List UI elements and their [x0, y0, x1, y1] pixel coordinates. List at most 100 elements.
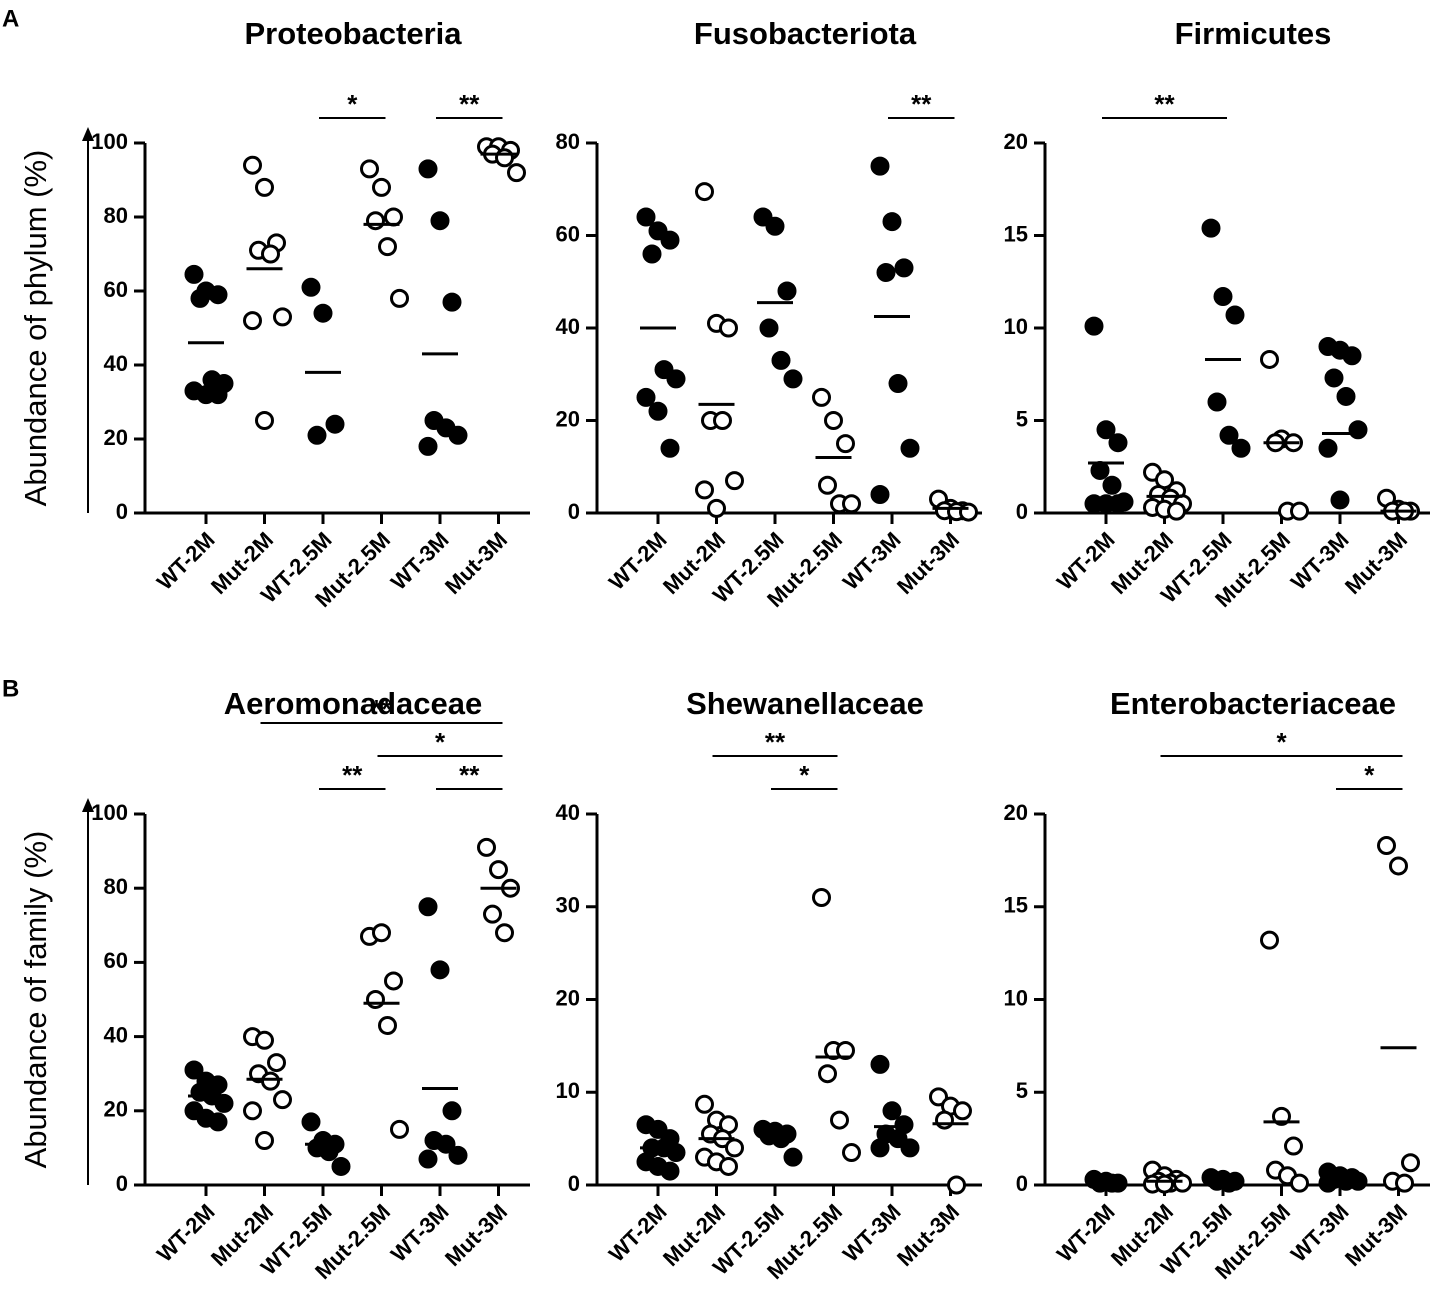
data-point: [1336, 386, 1356, 406]
significance-label: *: [1276, 727, 1287, 757]
data-point: [636, 387, 656, 407]
data-point: [713, 411, 732, 430]
data-point: [384, 207, 403, 227]
chart-title: Firmicutes: [1175, 16, 1332, 51]
significance-label: **: [911, 89, 932, 119]
data-point: [654, 360, 674, 380]
data-point: [325, 414, 345, 434]
data-point: [660, 230, 680, 250]
chart-title: Enterobacteriaceae: [1110, 686, 1396, 721]
data-point: [648, 221, 668, 241]
data-point: [243, 1101, 262, 1121]
data-point: [842, 494, 861, 514]
data-point: [882, 1101, 902, 1121]
data-point: [1318, 1173, 1338, 1193]
data-point: [707, 498, 726, 518]
data-point: [430, 211, 450, 231]
y-tick-label: 0: [568, 499, 580, 524]
y-tick-label: 60: [104, 948, 128, 973]
y-tick-label: 20: [104, 1097, 128, 1122]
data-point: [261, 244, 280, 264]
y-tick-label: 15: [1004, 221, 1028, 246]
data-point: [783, 369, 803, 389]
data-point: [648, 1119, 668, 1139]
x-tick-label: Mut-3M: [892, 1199, 964, 1271]
y-tick-label: 5: [1016, 1078, 1028, 1103]
data-point: [378, 237, 397, 257]
data-point: [666, 369, 686, 389]
significance-label: **: [371, 694, 392, 724]
data-point: [830, 1110, 849, 1130]
data-point: [695, 480, 714, 500]
data-point: [442, 292, 462, 312]
y-arrow-head: [82, 127, 94, 141]
y-tick-label: 20: [556, 406, 580, 431]
data-point: [953, 1101, 972, 1121]
data-point: [959, 502, 978, 522]
y-tick-label: 40: [104, 1022, 128, 1047]
data-point: [777, 281, 797, 301]
y-tick-label: 0: [116, 1171, 128, 1196]
data-point: [812, 887, 831, 907]
data-point: [660, 1161, 680, 1181]
data-point: [1290, 501, 1309, 521]
chart-title: Shewanellaceae: [686, 686, 924, 721]
data-point: [1102, 475, 1122, 495]
data-point: [1207, 392, 1227, 412]
data-point: [442, 1101, 462, 1121]
data-point: [418, 897, 438, 917]
data-point: [1284, 1136, 1303, 1156]
data-point: [765, 216, 785, 236]
y-tick-label: 100: [91, 800, 128, 825]
data-point: [870, 1138, 890, 1158]
data-point: [642, 244, 662, 264]
data-point: [1272, 1106, 1291, 1126]
data-point: [1084, 316, 1104, 336]
data-point: [448, 1145, 468, 1165]
data-point: [243, 155, 262, 175]
y-tick-label: 40: [104, 351, 128, 376]
data-point: [184, 1060, 204, 1080]
data-point: [255, 1030, 274, 1050]
data-point: [660, 438, 680, 458]
data-point: [1090, 460, 1110, 480]
data-point: [1348, 1171, 1368, 1191]
data-point: [208, 1112, 228, 1132]
y-tick-label: 60: [556, 221, 580, 246]
data-point: [372, 177, 391, 197]
data-point: [753, 207, 773, 227]
x-tick-label: Mut-3M: [1340, 1199, 1412, 1271]
data-point: [208, 385, 228, 405]
data-point: [1231, 438, 1251, 458]
data-point: [695, 1094, 714, 1114]
x-tick-label: Mut-3M: [440, 1199, 512, 1271]
data-point: [495, 923, 514, 943]
significance-label: **: [765, 727, 786, 757]
data-point: [372, 923, 391, 943]
y-tick-label: 100: [91, 129, 128, 154]
data-point: [876, 263, 896, 282]
data-point: [1342, 346, 1362, 366]
data-point: [870, 156, 890, 176]
data-point: [214, 1093, 234, 1113]
data-point: [1167, 501, 1186, 521]
data-point: [1213, 287, 1233, 307]
data-point: [900, 1138, 920, 1158]
y-axis-label: Abundance of phylum (%): [18, 150, 53, 507]
y-tick-label: 20: [1004, 129, 1028, 154]
data-point: [390, 288, 409, 308]
data-point: [1219, 1173, 1239, 1193]
data-point: [1330, 490, 1350, 510]
significance-label: **: [342, 760, 363, 790]
data-point: [477, 837, 496, 857]
data-point: [1219, 425, 1239, 445]
y-tick-label: 10: [1004, 985, 1028, 1010]
data-point: [208, 285, 228, 305]
data-point: [636, 207, 656, 227]
data-point: [1260, 930, 1279, 950]
data-point: [725, 471, 744, 491]
y-tick-label: 80: [104, 203, 128, 228]
data-point: [1260, 349, 1279, 369]
data-point: [947, 1175, 966, 1195]
